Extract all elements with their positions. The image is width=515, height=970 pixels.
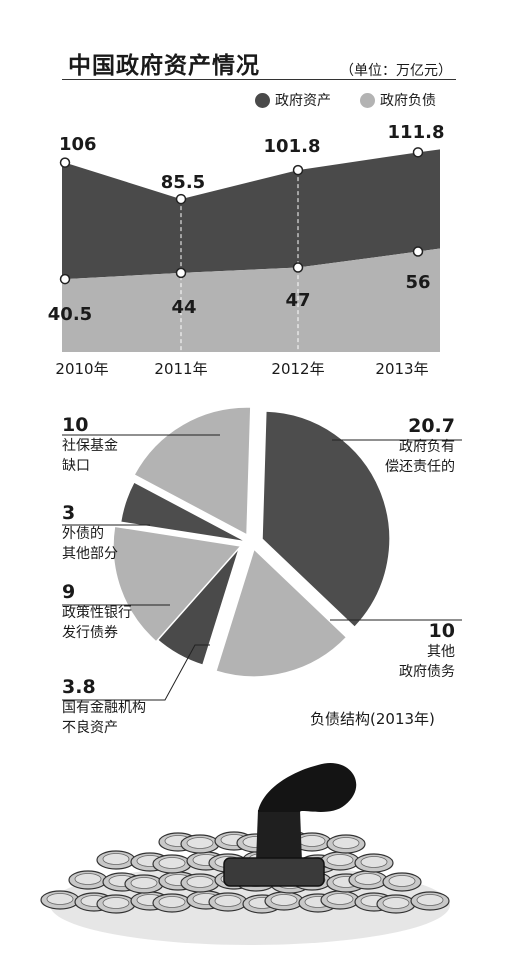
coin — [416, 894, 444, 906]
coin — [186, 876, 214, 888]
assets-value-label: 101.8 — [264, 136, 321, 157]
coin — [360, 856, 388, 868]
assets-area — [62, 149, 440, 281]
coin — [388, 875, 416, 887]
pie-label-line: 偿还责任的 — [385, 459, 455, 475]
pie-label-social-security: 10 社保基金 缺口 — [62, 414, 118, 476]
liabilities-value-label: 44 — [171, 297, 196, 318]
coin — [326, 854, 354, 866]
pie-slice — [119, 480, 248, 543]
pie-label-line: 社保基金 — [62, 438, 118, 454]
pie-label-line: 缺口 — [62, 458, 90, 474]
coin — [326, 893, 354, 905]
liabilities-point — [59, 273, 71, 285]
x-tick-label: 2013年 — [375, 360, 428, 378]
pie-label-gov-responsible: 20.7 政府负有 偿还责任的 — [385, 415, 455, 477]
pie-label-value: 9 — [62, 581, 76, 603]
assets-value-label: 111.8 — [388, 122, 445, 143]
x-tick-label: 2010年 — [55, 360, 108, 378]
coin — [158, 896, 186, 908]
x-tick-label: 2011年 — [154, 360, 207, 378]
assets-point — [175, 193, 187, 205]
pie-label-value: 20.7 — [408, 415, 455, 437]
pie-label-other-gov-debt: 10 其他 政府债务 — [399, 620, 455, 682]
coin — [270, 894, 298, 906]
pie-label-line: 不良资产 — [62, 720, 118, 736]
coin — [102, 853, 130, 865]
coin — [102, 897, 130, 909]
pie-label-line: 政府债务 — [399, 664, 455, 680]
liabilities-value-label: 47 — [285, 290, 310, 311]
unit-label: （单位：万亿元） — [340, 63, 452, 79]
legend-assets-swatch — [255, 92, 270, 108]
coin — [74, 873, 102, 885]
stamp-handle — [258, 763, 357, 812]
coin — [130, 877, 158, 889]
pie-slice — [132, 406, 252, 537]
pie-label-value: 3.8 — [62, 676, 96, 698]
pie-label-foreign-debt: 3 外债的 其他部分 — [62, 502, 118, 564]
area-chart: 106 85.5 101.8 111.8 40.5 44 47 56 2010年 2011年 201… — [48, 122, 445, 378]
assets-value-label: 106 — [59, 134, 97, 155]
liabilities-point — [292, 262, 304, 273]
coin — [354, 873, 382, 885]
x-tick-label: 2012年 — [271, 360, 324, 378]
legend-liabilities-label: 政府负债 — [380, 93, 436, 109]
pie-slice — [261, 410, 391, 629]
pie-slice — [214, 547, 348, 678]
pie-caption: 负债结构(2013年) — [310, 710, 435, 728]
leader-line — [62, 644, 210, 701]
coin — [382, 897, 410, 909]
coin — [332, 837, 360, 849]
liabilities-area — [62, 248, 440, 352]
chart-title: 中国政府资产情况 — [68, 53, 260, 79]
assets-point — [412, 147, 424, 158]
pie-chart — [62, 406, 462, 701]
pie-label-line: 政策性银行 — [62, 605, 132, 621]
pie-label-value: 3 — [62, 502, 76, 524]
pie-label-policy-bank: 9 政策性银行 发行债券 — [62, 581, 132, 643]
coin-pile-illustration — [40, 763, 450, 945]
pie-label-line: 发行债券 — [62, 625, 118, 641]
assets-value-label: 85.5 — [161, 172, 205, 193]
stamp-base — [223, 857, 325, 887]
pie-label-value: 10 — [62, 414, 89, 436]
liabilities-value-label: 56 — [405, 272, 430, 293]
pie-label-line: 国有金融机构 — [62, 700, 146, 716]
pie-label-value: 10 — [428, 620, 455, 642]
pie-slice — [112, 525, 243, 643]
liabilities-value-label: 40.5 — [48, 304, 92, 325]
pie-label-line: 外债的 — [62, 526, 104, 542]
stamp-neck — [256, 810, 302, 862]
liabilities-point — [412, 246, 424, 257]
coin — [214, 895, 242, 907]
coin — [158, 857, 186, 869]
coin — [186, 837, 214, 849]
coin — [46, 893, 74, 905]
legend-assets: 政府资产 — [255, 90, 331, 110]
legend-assets-label: 政府资产 — [275, 93, 331, 109]
legend-liabilities: 政府负债 — [360, 90, 436, 110]
assets-point — [59, 157, 71, 168]
pie-label-line: 政府负有 — [399, 439, 455, 455]
pie-label-line: 其他部分 — [62, 546, 118, 562]
legend-liabilities-swatch — [360, 92, 375, 108]
coin — [298, 835, 326, 847]
pie-label-soe-nonperforming: 3.8 国有金融机构 不良资产 — [62, 676, 146, 738]
title-underline — [62, 79, 456, 80]
assets-point — [292, 164, 304, 176]
liabilities-point — [175, 267, 187, 279]
pie-label-line: 其他 — [427, 644, 455, 660]
